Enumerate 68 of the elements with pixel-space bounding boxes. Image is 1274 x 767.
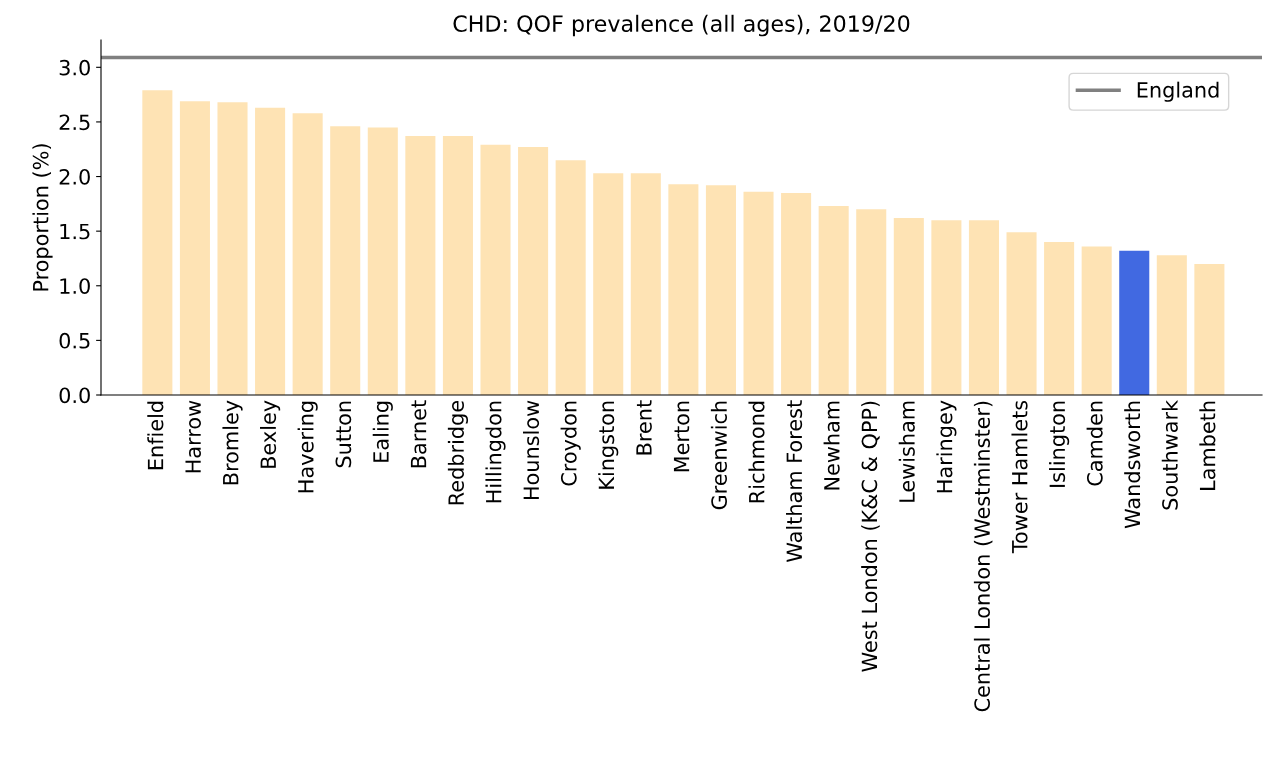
x-tick-label: Greenwich [710,401,727,510]
y-tick-label: 0.0 [59,387,90,404]
bar [179,101,210,395]
x-tick-label: Wandsworth [1124,401,1141,529]
x-tick-label: Barnet [410,400,427,468]
x-tick-label: Lambeth [1199,401,1216,490]
y-tick-label: 2.0 [59,168,90,185]
x-tick-label: Richmond [748,401,765,503]
x-tick-label: Croydon [560,401,581,486]
x-tick-label: Islington [1049,401,1070,487]
bar [442,136,473,395]
bar [330,126,361,395]
bar [856,209,887,395]
x-tick-label: Southwark [1161,399,1178,510]
x-tick-label: Sutton [335,401,352,468]
x-tick-label: Kingston [598,401,619,489]
bar [292,113,323,395]
bar [1194,263,1225,395]
bar [1156,255,1187,395]
bar [1006,232,1037,395]
bar [367,127,398,395]
bar [630,173,661,395]
bar [931,220,962,395]
x-tick-label: Waltham Forest [786,400,803,562]
x-tick-label: Haringey [936,400,957,493]
x-tick-label: Central London (Westminster) [973,401,993,712]
y-tick-label: 1.5 [60,223,90,240]
x-tick-label: Merton [673,401,690,472]
bar [818,206,849,395]
x-tick-label: Hounslow [523,400,540,500]
y-tick-label: 1.0 [60,278,90,294]
x-tick-label: Brent [636,400,652,455]
bar [518,147,549,395]
x-tick-label: Lewisham [898,401,915,502]
bar [1044,242,1075,395]
bar [705,185,736,395]
y-tick-label: 3.0 [59,59,90,76]
bar [968,220,999,395]
bar [893,218,924,395]
x-tick-label: Bromley [222,400,243,485]
x-tick-label: Ealing [372,401,393,462]
bar [217,102,248,395]
x-tick-label: Tower Hamlets [1011,400,1028,554]
bar [743,191,774,395]
bar [405,136,436,395]
x-tick-label: West London (K&C & QPP) [861,401,880,672]
bar [555,160,586,395]
chart-title: CHD: QOF prevalence (all ages), 2019/20 [453,14,910,37]
y-axis-title: Proportion (%) [32,144,53,291]
x-tick-label: Bexley [260,400,281,468]
x-tick-label: Harrow [185,400,201,473]
bar [668,184,699,395]
legend-label: England [1137,81,1219,102]
x-tick-label: Enfield [147,401,164,470]
x-tick-label: Camden [1086,401,1103,486]
x-tick-label: Newham [823,401,840,490]
x-tick-label: Redbridge [447,400,469,505]
x-tick-label: Havering [297,401,318,493]
bar [593,173,624,395]
bar [142,90,173,395]
bar [1119,250,1150,395]
y-tick-label: 2.5 [59,114,90,131]
bar [480,144,511,395]
y-tick-label: 0.5 [59,332,90,349]
bar [781,192,812,395]
bar [255,107,286,395]
x-tick-label: Hillingdon [485,401,506,503]
bar [1081,246,1112,395]
